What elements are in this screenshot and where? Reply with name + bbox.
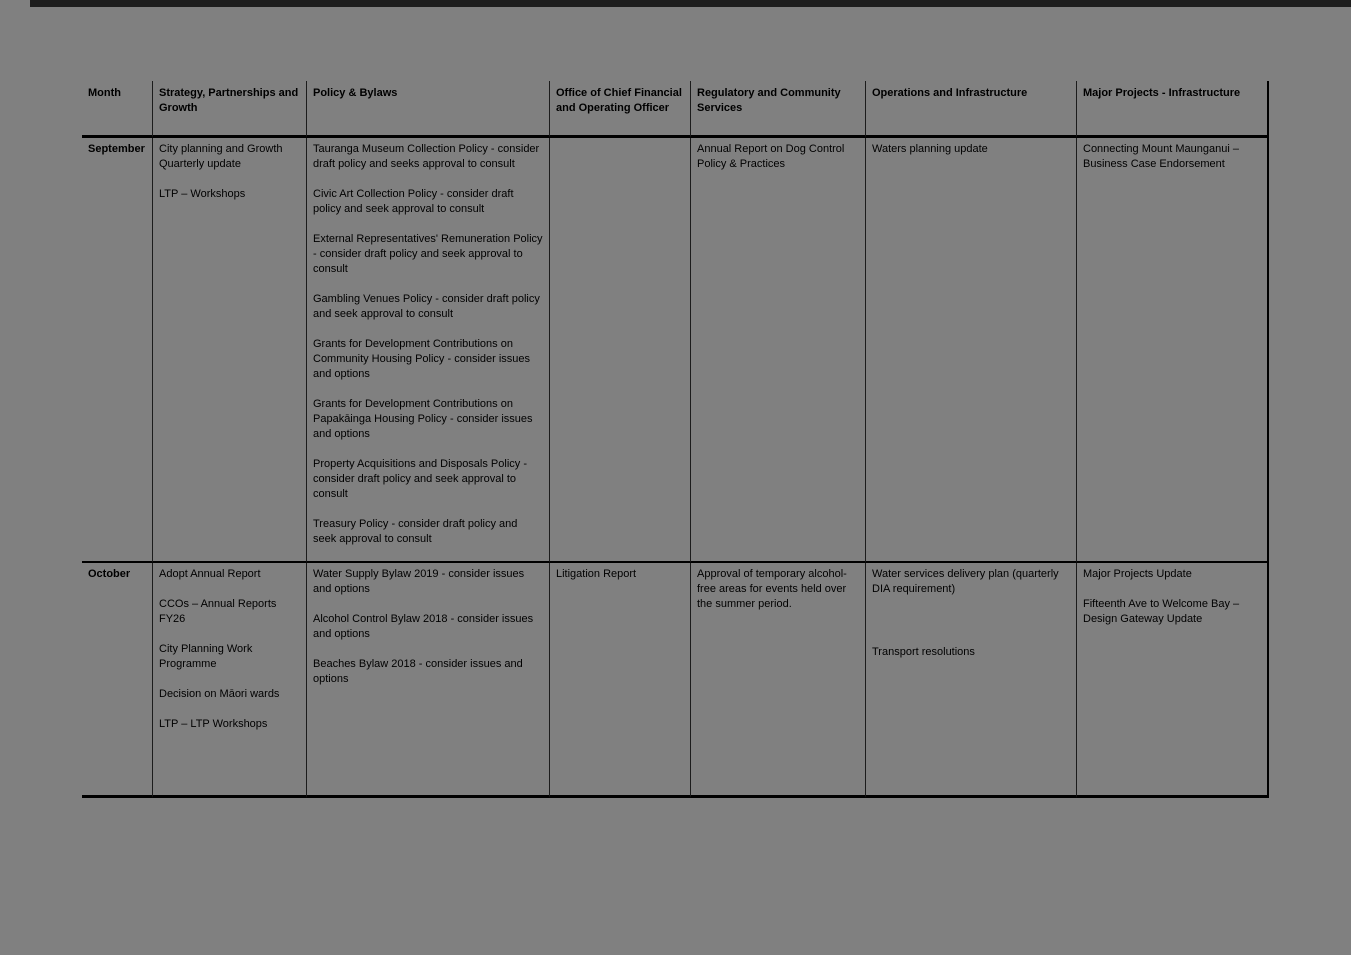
work-item: Adopt Annual Report	[159, 568, 261, 580]
cell-october-operations: Water services delivery plan (quarterly …	[866, 563, 1077, 798]
work-item: Litigation Report	[556, 568, 637, 580]
column-header-office-cfo: Office of Chief Financial and Operating …	[550, 81, 691, 138]
cell-september-major-projects: Connecting Mount Maunganui – Business Ca…	[1077, 138, 1269, 563]
work-item: Water Supply Bylaw 2019 - consider issue…	[313, 568, 525, 595]
cell-october-major-projects: Major Projects Update Fifteenth Ave to W…	[1077, 563, 1269, 798]
work-item: Grants for Development Contributions on …	[313, 338, 531, 380]
work-item: Treasury Policy - consider draft policy …	[313, 518, 518, 545]
work-item: Decision on Māori wards	[159, 688, 280, 700]
work-item: Waters planning update	[872, 143, 988, 155]
cell-september-regulatory: Annual Report on Dog Control Policy & Pr…	[691, 138, 866, 563]
work-item: Tauranga Museum Collection Policy - cons…	[313, 143, 540, 170]
cell-september-month: September	[82, 138, 153, 563]
cell-october-office-cfo: Litigation Report	[550, 563, 691, 798]
work-item: Alcohol Control Bylaw 2018 - consider is…	[313, 613, 534, 640]
work-item: Connecting Mount Maunganui – Business Ca…	[1083, 143, 1239, 170]
cell-october-strategy: Adopt Annual Report CCOs – Annual Report…	[153, 563, 307, 798]
work-item: City Planning Work Programme	[159, 643, 253, 670]
work-item: Beaches Bylaw 2018 - consider issues and…	[313, 658, 523, 685]
column-header-regulatory-community-services: Regulatory and Community Services	[691, 81, 866, 138]
top-edge-strip	[30, 0, 1351, 7]
work-item: Gambling Venues Policy - consider draft …	[313, 293, 540, 320]
cell-september-operations: Waters planning update	[866, 138, 1077, 563]
column-header-policy-bylaws: Policy & Bylaws	[307, 81, 550, 138]
work-item: Civic Art Collection Policy - consider d…	[313, 188, 514, 215]
column-header-month: Month	[82, 81, 153, 138]
work-item: CCOs – Annual Reports FY26	[159, 598, 277, 625]
work-item: Property Acquisitions and Disposals Poli…	[313, 458, 527, 500]
cell-september-office-cfo	[550, 138, 691, 563]
work-item: Water services delivery plan (quarterly …	[872, 568, 1059, 595]
cell-october-month: October	[82, 563, 153, 798]
work-item: Fifteenth Ave to Welcome Bay – Design Ga…	[1083, 598, 1240, 625]
cell-september-strategy: City planning and Growth Quarterly updat…	[153, 138, 307, 563]
work-item: City planning and Growth Quarterly updat…	[159, 143, 283, 170]
work-item: Approval of temporary alcohol-free areas…	[697, 568, 847, 610]
work-item: External Representatives' Remuneration P…	[313, 233, 543, 275]
column-header-strategy-partnerships-growth: Strategy, Partnerships and Growth	[153, 81, 307, 138]
work-item: LTP – LTP Workshops	[159, 718, 268, 730]
work-item: Grants for Development Contributions on …	[313, 398, 533, 440]
work-item: Major Projects Update	[1083, 568, 1192, 580]
cell-september-policy-bylaws: Tauranga Museum Collection Policy - cons…	[307, 138, 550, 563]
cell-october-regulatory: Approval of temporary alcohol-free areas…	[691, 563, 866, 798]
column-header-operations-infrastructure: Operations and Infrastructure	[866, 81, 1077, 138]
work-item: Transport resolutions	[872, 646, 975, 658]
column-header-major-projects-infrastructure: Major Projects - Infrastructure	[1077, 81, 1269, 138]
work-programme-table: Month Strategy, Partnerships and Growth …	[82, 81, 1269, 798]
cell-october-policy-bylaws: Water Supply Bylaw 2019 - consider issue…	[307, 563, 550, 798]
work-item: Annual Report on Dog Control Policy & Pr…	[697, 143, 845, 170]
work-item: LTP – Workshops	[159, 188, 246, 200]
